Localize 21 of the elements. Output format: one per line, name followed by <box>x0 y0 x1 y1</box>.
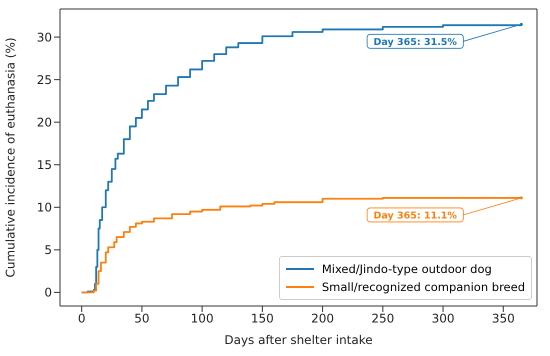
y-axis-title: Cumulative incidence of euthanasia (%) <box>3 37 18 278</box>
x-tick-label: 50 <box>134 312 150 326</box>
x-tick-label: 350 <box>492 312 515 326</box>
legend-label: Small/recognized companion breed <box>322 280 525 294</box>
y-tick-label: 30 <box>36 30 52 44</box>
x-tick-label: 300 <box>432 312 454 326</box>
y-tick-label: 20 <box>36 115 52 130</box>
y-tick-label: 10 <box>36 200 52 215</box>
annotation: Day 365: 11.1% <box>374 210 458 222</box>
x-tick-label: 100 <box>190 312 214 326</box>
legend-label: Mixed/Jindo-type outdoor dog <box>322 262 492 276</box>
y-tick-label: 5 <box>44 243 52 258</box>
x-tick-label: 150 <box>250 312 274 326</box>
x-tick-label: 0 <box>78 312 86 326</box>
x-tick-label: 200 <box>311 312 334 326</box>
y-tick-label: 25 <box>36 72 52 87</box>
x-axis-title: Days after shelter intake <box>224 333 373 347</box>
y-tick-label: 0 <box>44 286 52 300</box>
x-tick-label: 250 <box>371 312 394 326</box>
y-tick-label: 15 <box>36 158 52 172</box>
annotation: Day 365: 31.5% <box>374 36 458 48</box>
